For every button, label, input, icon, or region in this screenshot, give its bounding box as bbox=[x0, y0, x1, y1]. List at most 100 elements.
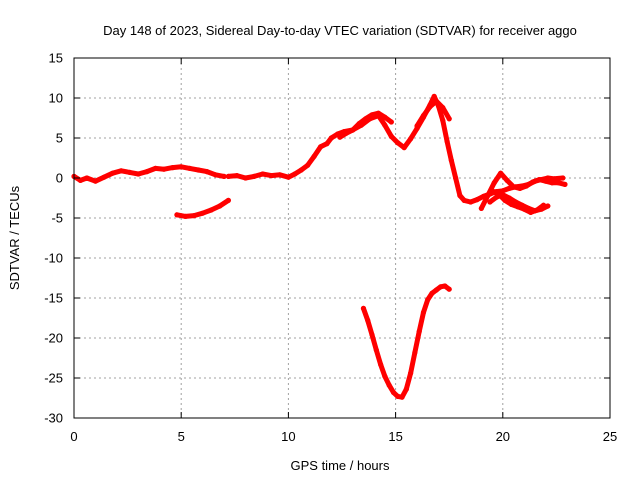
data-point bbox=[517, 185, 523, 191]
data-point bbox=[212, 172, 219, 178]
data-point bbox=[350, 127, 356, 133]
grid-lines bbox=[74, 58, 610, 418]
data-point bbox=[127, 169, 133, 175]
data-point bbox=[420, 309, 427, 315]
data-point bbox=[425, 297, 431, 303]
y-tick-label: -5 bbox=[51, 211, 63, 226]
y-tick-label: -15 bbox=[44, 291, 63, 306]
y-tick-label: 15 bbox=[49, 51, 63, 66]
data-point bbox=[408, 370, 414, 376]
y-tick-label: 10 bbox=[49, 91, 63, 106]
data-point bbox=[191, 213, 197, 219]
data-point bbox=[491, 180, 497, 186]
data-point bbox=[369, 112, 375, 118]
data-point bbox=[498, 170, 504, 176]
data-point bbox=[551, 176, 557, 182]
data-point bbox=[101, 174, 107, 180]
data-point bbox=[187, 165, 193, 171]
data-point bbox=[500, 188, 506, 194]
data-point bbox=[324, 141, 330, 147]
data-point bbox=[474, 197, 480, 203]
y-tick-label: -25 bbox=[44, 371, 63, 386]
series-arc-3 bbox=[337, 110, 394, 140]
data-point bbox=[377, 361, 384, 367]
data-point bbox=[399, 394, 405, 400]
data-point bbox=[545, 203, 551, 209]
data-point bbox=[382, 114, 388, 120]
data-point bbox=[549, 180, 555, 186]
data-point bbox=[504, 177, 510, 183]
data-point bbox=[403, 386, 409, 392]
data-point bbox=[234, 173, 240, 179]
data-point bbox=[395, 140, 401, 146]
data-point bbox=[195, 167, 201, 173]
data-point bbox=[390, 389, 397, 395]
data-point bbox=[468, 199, 474, 205]
data-point bbox=[298, 167, 304, 173]
data-point bbox=[204, 169, 210, 175]
data-point bbox=[77, 177, 84, 183]
data-point bbox=[305, 162, 311, 168]
data-point bbox=[152, 165, 159, 171]
data-point bbox=[510, 184, 517, 190]
data-point bbox=[118, 168, 124, 174]
data-point bbox=[493, 194, 499, 200]
x-tick-label: 5 bbox=[178, 429, 185, 444]
data-point bbox=[525, 205, 532, 211]
data-point bbox=[328, 135, 334, 141]
data-point bbox=[221, 173, 227, 179]
data-point bbox=[412, 349, 418, 355]
x-tick-label: 0 bbox=[70, 429, 77, 444]
series-trace bbox=[225, 93, 566, 205]
x-tick-label: 15 bbox=[388, 429, 402, 444]
data-point bbox=[433, 98, 439, 104]
data-point bbox=[109, 170, 116, 176]
data-point bbox=[457, 193, 463, 199]
data-point bbox=[444, 138, 450, 144]
data-point bbox=[395, 393, 401, 399]
data-point bbox=[356, 121, 362, 127]
data-point bbox=[562, 181, 568, 187]
y-tick-label: -30 bbox=[44, 411, 63, 426]
data-point bbox=[440, 117, 446, 123]
series-arc-8 bbox=[174, 197, 231, 219]
series-arc-9 bbox=[360, 283, 452, 400]
data-point bbox=[170, 165, 176, 171]
data-point bbox=[365, 317, 371, 323]
data-point bbox=[178, 164, 184, 170]
data-point bbox=[382, 373, 388, 379]
data-point bbox=[135, 171, 141, 177]
data-point bbox=[292, 171, 298, 177]
data-point bbox=[343, 130, 349, 136]
data-point bbox=[277, 172, 283, 178]
data-point bbox=[532, 208, 538, 214]
series-trace bbox=[487, 192, 551, 214]
data-point bbox=[429, 290, 435, 296]
data-point bbox=[242, 175, 249, 181]
data-point bbox=[483, 195, 489, 201]
x-tick-label: 25 bbox=[603, 429, 617, 444]
data-point bbox=[489, 188, 495, 194]
data-point bbox=[260, 171, 266, 177]
data-point bbox=[555, 180, 562, 186]
data-point bbox=[560, 175, 566, 181]
data-point bbox=[500, 192, 506, 198]
data-point bbox=[388, 133, 394, 139]
data-point bbox=[388, 119, 394, 125]
data-point bbox=[442, 283, 448, 289]
x-axis: 0 5 10 15 20 25 bbox=[70, 58, 617, 444]
data-point bbox=[461, 197, 467, 203]
data-point bbox=[427, 104, 433, 110]
data-point bbox=[144, 169, 150, 175]
series-trace bbox=[360, 283, 452, 400]
data-point bbox=[225, 173, 231, 179]
y-tick-label: 0 bbox=[56, 171, 63, 186]
x-tick-label: 20 bbox=[496, 429, 510, 444]
series-arc-1 bbox=[71, 164, 227, 184]
data-point bbox=[360, 305, 367, 311]
data-point bbox=[446, 116, 452, 122]
data-point bbox=[401, 145, 407, 151]
data-point bbox=[362, 116, 369, 122]
data-point bbox=[438, 284, 444, 290]
data-point bbox=[208, 207, 214, 213]
